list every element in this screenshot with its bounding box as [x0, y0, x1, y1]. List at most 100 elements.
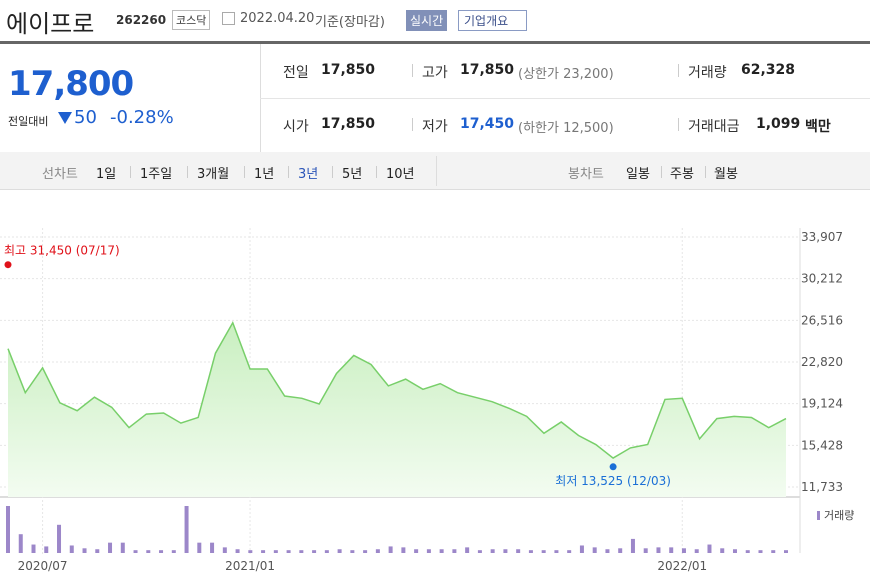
volume-bar: [57, 524, 62, 553]
tab-sep: [288, 166, 289, 178]
volume-bar: [401, 547, 406, 553]
line-tab[interactable]: 1주일: [140, 167, 173, 182]
volume-bar: [426, 549, 431, 553]
tab-sep: [130, 166, 131, 178]
volume-bar: [120, 542, 125, 553]
volume-bar: [439, 549, 444, 553]
volume-bar: [82, 548, 87, 553]
down-arrow: [58, 112, 72, 124]
volume-bar: [286, 550, 291, 553]
current-price: 17,800: [8, 64, 134, 104]
divider: [0, 41, 870, 44]
tab-sep: [376, 166, 377, 178]
volume-bar: [133, 550, 138, 553]
annotation-marker: [4, 261, 12, 269]
x-tick-label: 2022/01: [657, 559, 707, 573]
volume-bar: [503, 549, 508, 553]
tab-sep: [332, 166, 333, 178]
tab-sep: [661, 166, 662, 178]
candle-tab[interactable]: 일봉: [626, 167, 650, 182]
volume-bar: [235, 549, 240, 553]
volume-bar: [184, 506, 189, 553]
cell-separator: [678, 118, 679, 131]
volume-bar: [541, 550, 546, 553]
volume-bar: [630, 538, 635, 553]
area: [8, 322, 786, 497]
volume-bar: [579, 545, 584, 553]
line-tab[interactable]: 1년: [254, 167, 275, 182]
volume-bar: [490, 549, 495, 553]
volume-bar: [592, 547, 597, 553]
volume-bar: [18, 534, 23, 553]
volume-bar: [146, 550, 151, 553]
y-tick-label: 22,820: [801, 355, 843, 369]
y-tick-label: 30,212: [801, 272, 843, 286]
tab-divider: [436, 156, 437, 186]
cell-separator: [412, 118, 413, 131]
summary-note: (하한가 12,500): [518, 121, 614, 136]
volume-bar: [618, 548, 623, 553]
candle-chart-label: 봉차트: [568, 167, 604, 182]
summary-unit: 백만: [805, 119, 831, 135]
tab-sep: [705, 166, 706, 178]
legend-swatch: [817, 511, 820, 520]
volume-bar: [477, 550, 482, 553]
volume-bar: [171, 550, 176, 553]
volume-bar: [324, 550, 329, 553]
summary-label: 시가: [283, 119, 309, 135]
line-tab[interactable]: 5년: [342, 167, 363, 182]
price-line: [7, 320, 787, 459]
volume-bar: [363, 550, 368, 553]
tab-sep: [187, 166, 188, 178]
volume-bar: [299, 550, 304, 553]
volume-bar: [6, 506, 10, 553]
line-tab[interactable]: 10년: [386, 167, 415, 182]
summary-label: 전일: [283, 65, 309, 81]
y-tick-label: 11,733: [801, 480, 843, 494]
volume-bar: [745, 550, 750, 553]
stock-name: 에이프로: [6, 10, 95, 38]
volume-bar: [44, 546, 49, 553]
volume-bar: [210, 542, 215, 553]
basis: 기준(장마감): [315, 15, 385, 30]
line-tab[interactable]: 3개월: [197, 167, 230, 182]
summary-value: 17,850: [321, 116, 376, 132]
volume-bar: [784, 550, 788, 553]
date: 2022.04.20: [240, 11, 315, 26]
volume-bar: [452, 549, 457, 553]
tab-sep: [244, 166, 245, 178]
realtime-button[interactable]: 실시간: [406, 10, 448, 31]
volume-bar: [350, 550, 355, 553]
summary-value: 62,328: [741, 62, 796, 78]
annotation-marker: [609, 463, 617, 471]
volume-bar: [261, 550, 266, 553]
line-tab[interactable]: 3년: [298, 167, 319, 182]
market-badge: 코스닥: [172, 10, 211, 30]
y-tick-label: 33,907: [801, 230, 843, 244]
summary-label: 거래대금: [688, 119, 740, 135]
x-tick-label: 2020/07: [18, 559, 68, 573]
volume-bar: [375, 549, 380, 553]
candle-tab[interactable]: 주봉: [670, 167, 694, 182]
volume-bar: [528, 550, 533, 553]
stock-code: 262260: [116, 13, 167, 27]
volume-bar: [414, 549, 419, 553]
volume-bar: [669, 547, 674, 553]
cell-separator: [412, 64, 413, 77]
line-chart-label: 선차트: [42, 167, 78, 182]
overview-button[interactable]: 기업개요: [458, 10, 528, 31]
line-tab[interactable]: 1일: [96, 167, 117, 182]
volume-bar: [732, 549, 737, 553]
volume-bar: [516, 549, 521, 553]
tab-bar: [0, 152, 870, 190]
candle-tab[interactable]: 월봉: [714, 167, 738, 182]
legend-label: 거래량: [824, 509, 854, 522]
volume-bar: [159, 550, 164, 553]
summary-label: 거래량: [688, 65, 727, 81]
annotation: 최고 31,450 (07/17): [4, 244, 120, 258]
volume-bar: [554, 550, 559, 553]
volume-bar: [694, 549, 699, 553]
change: 50: [74, 107, 97, 128]
summary-label: 고가: [422, 65, 448, 81]
